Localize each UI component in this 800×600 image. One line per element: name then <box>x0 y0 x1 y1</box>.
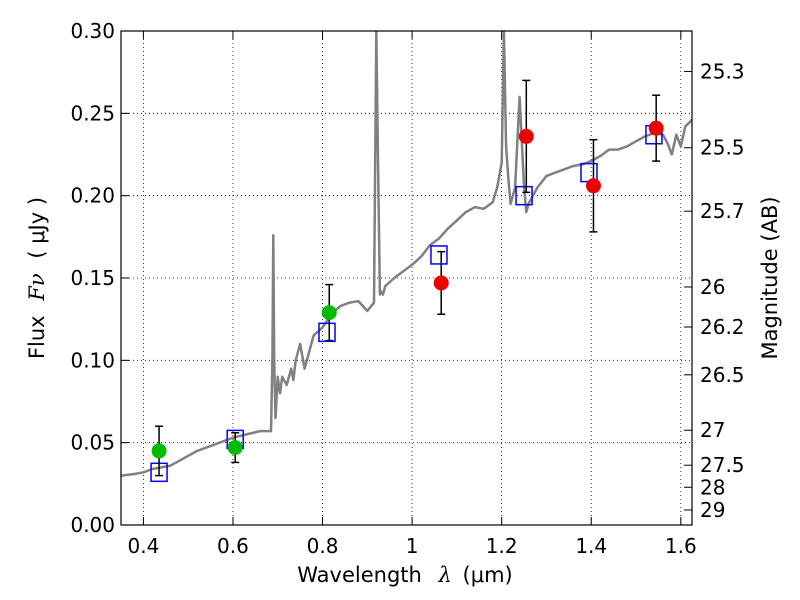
photometry-point <box>648 120 664 136</box>
photometry-point <box>151 443 167 459</box>
y2-tick-label: 25.7 <box>700 199 745 223</box>
y-tick-label: 0.00 <box>70 513 115 537</box>
y2-tick-label: 26 <box>700 275 725 299</box>
photometry-point <box>518 128 534 144</box>
y-tick-label: 0.10 <box>70 348 115 372</box>
model-photometry-marker <box>318 322 336 343</box>
y-tick-label: 0.05 <box>70 431 115 455</box>
x-tick-label: 0.8 <box>307 534 339 558</box>
model-photometry-marker <box>430 245 448 265</box>
y2-tick-label: 26.2 <box>700 315 745 339</box>
y2-tick-label: 28 <box>700 475 725 499</box>
y2-axis-title: Magnitude (AB) <box>758 196 782 359</box>
y2-tick-label: 25.3 <box>700 59 745 83</box>
y-axis-title-unit: ( μJy ) <box>25 197 49 259</box>
x-tick-label: 1 <box>406 534 419 558</box>
photometry-point <box>227 440 243 456</box>
x-tick-label: 1.6 <box>665 534 697 558</box>
photometry-point <box>321 305 337 321</box>
y-axis-title-text: Flux <box>25 315 49 359</box>
photometry-point <box>433 275 449 291</box>
y-tick-label: 0.20 <box>70 184 115 208</box>
model-photometry-marker <box>515 185 533 206</box>
x-axis-title: Wavelength λ (μm) <box>297 563 512 587</box>
plot-frame <box>120 30 693 526</box>
y-axis-title: Flux Fν ( μJy ) <box>25 197 49 359</box>
y2-tick-label: 27 <box>700 418 725 442</box>
x-axis-title-symbol: λ <box>438 563 452 587</box>
y2-tick-label: 25.5 <box>700 136 745 160</box>
spectrum-line <box>121 31 692 477</box>
x-tick-label: 0.6 <box>217 534 249 558</box>
x-axis-title-unit: (μm) <box>463 563 513 587</box>
y2-tick-label: 27.5 <box>700 453 745 477</box>
x-tick-label: 1.2 <box>486 534 518 558</box>
grid <box>121 31 692 525</box>
x-axis-title-text: Wavelength <box>297 563 422 587</box>
ticks: 0.4 0.6 0.8 1 1.2 1.4 1.6 0.00 0.05 0.10 0.15 0.20 0… <box>70 19 744 558</box>
y2-tick-label: 26.5 <box>700 363 745 387</box>
y2-tick-label: 29 <box>700 498 725 522</box>
x-tick-label: 1.4 <box>575 534 607 558</box>
y-tick-label: 0.25 <box>70 101 115 125</box>
x-tick-label: 0.4 <box>127 534 159 558</box>
plot-content <box>121 31 692 483</box>
y-tick-label: 0.15 <box>70 266 115 290</box>
y-axis-title-symbol: Fν <box>25 273 49 302</box>
y-tick-label: 0.30 <box>70 19 115 43</box>
photometry-point <box>585 178 601 194</box>
